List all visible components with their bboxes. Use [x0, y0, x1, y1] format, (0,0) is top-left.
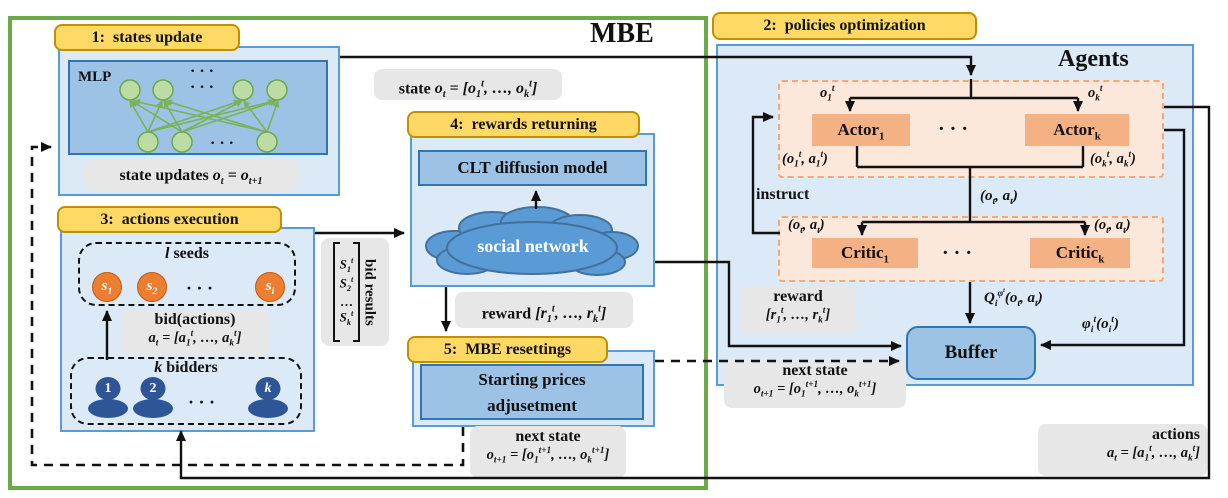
seeds-dots: · · · [186, 278, 214, 298]
reward-label: reward [r1t, …, rkt] [455, 292, 633, 328]
bidders-dots: · · · [188, 392, 216, 412]
bidder-person-icon: 2 [133, 377, 173, 419]
seed-icon: s1 [92, 272, 122, 302]
critic-input-1: (ot, at) [788, 217, 825, 236]
phi-label: φit(oit) [1082, 314, 1119, 335]
instruct-label: instruct [756, 186, 810, 203]
seed-icon: sl [255, 272, 285, 302]
actor-input-ok: okt [1088, 84, 1103, 104]
critics-dots: · · · [942, 242, 973, 264]
actor-1-box: Actor1 [812, 114, 910, 146]
step-3-label: 3: actions execution [57, 206, 282, 233]
critic-k-box: Critick [1030, 238, 1130, 268]
social-network-cloud: social network [412, 202, 655, 284]
bidder-person-icon: 1 [88, 377, 128, 419]
mlp-label: MLP [78, 69, 111, 85]
mlp-box: · · · · · · · · · MLP [68, 60, 328, 155]
mbe-title: MBE [590, 18, 654, 49]
reward-label-agents: reward [r1t, …, rkt] [740, 286, 856, 334]
next-state-label-right: next state ot+1 = [o1t+1, …, okt+1] [724, 360, 906, 408]
clt-diffusion-box: CLT diffusion model [418, 150, 647, 186]
actor-k-box: Actork [1025, 114, 1129, 146]
neural-network-icon: · · · · · · · · · MLP [78, 63, 288, 153]
starting-prices-box: Starting prices adjusetment [420, 364, 644, 420]
oa-mid-label: (ot, at) [980, 188, 1018, 207]
cloud-icon: social network [425, 206, 639, 276]
actor-output-1: (o1t, a1t) [782, 150, 828, 170]
svg-text:· · ·: · · · [190, 63, 214, 80]
svg-text:· · ·: · · · [210, 135, 234, 152]
bid-results-text: bid results [361, 258, 378, 326]
step-2-label: 2: policies optimization [712, 12, 977, 40]
actor-input-o1: o1t [820, 84, 835, 104]
state-updates-label: state updates ot = ot+1 [84, 160, 298, 191]
critic-1-box: Critic1 [812, 238, 918, 268]
step-1-label: 1: states update [54, 24, 240, 51]
bid-results-label: S1t S2t … Skt bid results [321, 238, 389, 346]
buffer-box: Buffer [906, 326, 1036, 380]
critic-input-k: (ot, at) [1094, 217, 1131, 236]
cloud-label: social network [477, 236, 589, 256]
q-value-label: Qiφt(ot, at) [984, 288, 1043, 310]
seeds-title: l seeds [164, 245, 209, 262]
step-4-label: 4: rewards returning [407, 111, 640, 138]
bidder-person-icon: k [248, 377, 288, 419]
bidders-title: k bidders [154, 359, 218, 376]
bid-actions-label: bid(actions) at = [a1t, …, akt] [121, 310, 269, 355]
seed-icon: s2 [137, 272, 167, 302]
agents-title: Agents [1058, 46, 1129, 72]
actor-output-k: (okt, akt) [1090, 150, 1136, 170]
next-state-label-left: next state ot+1 = [o1t+1, …, okt+1] [470, 426, 626, 478]
state-label: state ot = [o1t, …, okt] [374, 69, 562, 101]
actors-dots: · · · [938, 118, 969, 140]
svg-text:· · ·: · · · [190, 79, 214, 96]
step-5-label: 5: MBE resettings [407, 336, 608, 363]
actions-label: actions at = [a1t, …, akt] [1038, 424, 1208, 476]
